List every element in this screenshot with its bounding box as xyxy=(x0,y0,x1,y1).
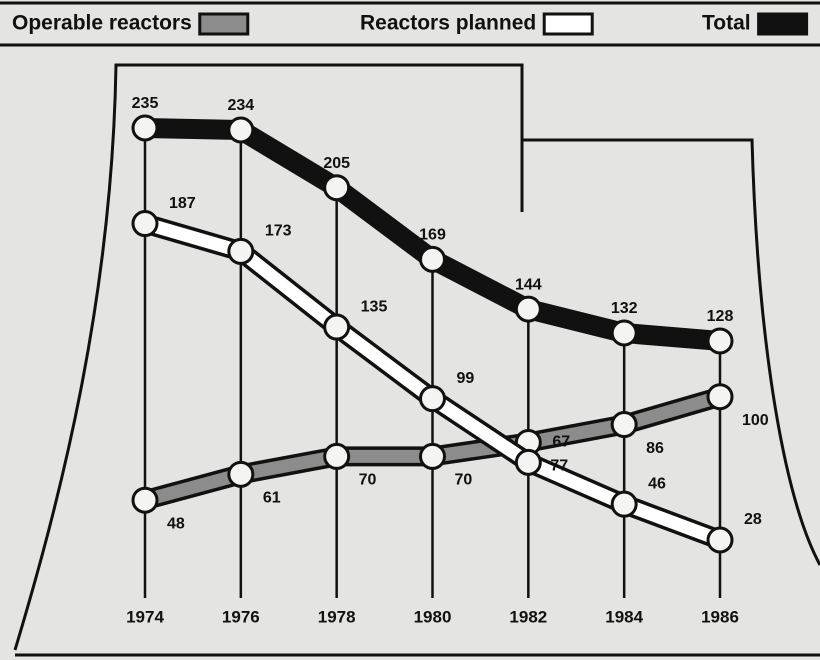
legend-swatch xyxy=(200,14,248,34)
point xyxy=(708,385,732,409)
data-label: 70 xyxy=(455,472,473,489)
x-tick-label: 1978 xyxy=(318,607,356,626)
point xyxy=(325,444,349,468)
data-label: 67 xyxy=(552,434,570,451)
point xyxy=(421,387,445,411)
point xyxy=(229,118,253,142)
data-label: 86 xyxy=(646,440,664,457)
data-label: 187 xyxy=(169,195,196,212)
point xyxy=(133,212,157,236)
point xyxy=(516,450,540,474)
x-tick-label: 1984 xyxy=(605,607,643,626)
data-label: 70 xyxy=(359,472,377,489)
data-label: 169 xyxy=(419,227,446,244)
legend-swatch xyxy=(544,14,592,34)
data-label: 46 xyxy=(648,475,666,492)
data-label: 128 xyxy=(707,308,734,325)
point xyxy=(229,462,253,486)
point xyxy=(612,321,636,345)
data-label: 48 xyxy=(167,515,185,532)
point xyxy=(421,247,445,271)
point xyxy=(133,116,157,140)
legend-swatch xyxy=(759,14,807,34)
legend-label: Reactors planned xyxy=(360,12,536,35)
point xyxy=(325,315,349,339)
point xyxy=(612,492,636,516)
point xyxy=(612,413,636,437)
x-tick-label: 1982 xyxy=(509,607,547,626)
point xyxy=(229,239,253,263)
chart: Operable reactors Reactors planned Total 1… xyxy=(0,0,820,660)
point xyxy=(708,329,732,353)
data-label: 135 xyxy=(361,298,388,315)
data-label: 132 xyxy=(611,300,638,317)
data-label: 144 xyxy=(515,276,542,293)
data-label: 100 xyxy=(742,412,769,429)
data-label: 61 xyxy=(263,490,281,507)
point xyxy=(516,297,540,321)
legend-label: Operable reactors xyxy=(12,12,192,35)
x-tick-label: 1976 xyxy=(222,607,260,626)
data-label: 28 xyxy=(744,511,762,528)
point xyxy=(325,176,349,200)
point xyxy=(421,444,445,468)
point xyxy=(133,488,157,512)
x-tick-label: 1980 xyxy=(414,607,452,626)
data-label: 173 xyxy=(265,223,292,240)
data-label: 205 xyxy=(323,155,350,172)
x-tick-label: 1986 xyxy=(701,607,739,626)
data-label: 235 xyxy=(132,95,159,112)
data-label: 234 xyxy=(227,97,254,114)
data-label: 99 xyxy=(457,370,475,387)
point xyxy=(708,528,732,552)
data-label: 77 xyxy=(550,458,568,475)
x-tick-label: 1974 xyxy=(126,607,164,626)
legend-label: Total xyxy=(702,12,751,35)
